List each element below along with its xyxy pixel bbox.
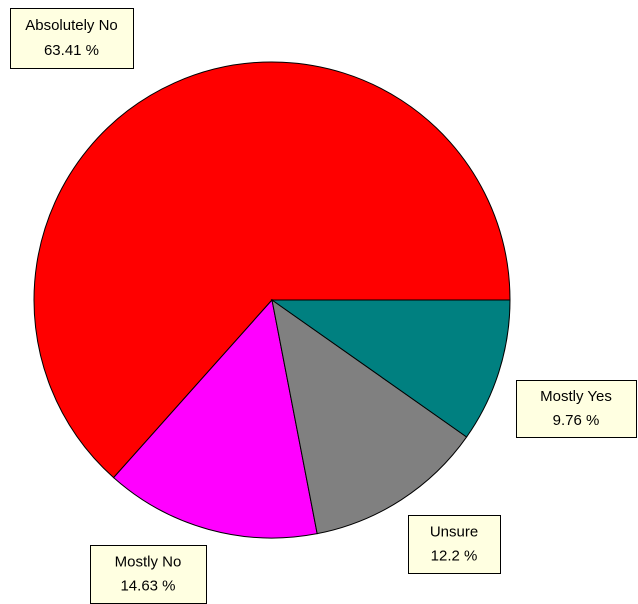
- label-box: [90, 545, 207, 604]
- pie-slice: [270, 299, 511, 438]
- value-label: 63.41 %: [44, 42, 99, 59]
- value-label: 12.2 %: [431, 548, 478, 565]
- label-box: [10, 8, 134, 69]
- label-box: [408, 515, 501, 574]
- value-label: 9.76 %: [553, 412, 600, 429]
- slice-label: Unsure: [430, 523, 478, 540]
- value-label: 14.63 %: [120, 578, 175, 595]
- label-box: [516, 380, 637, 438]
- slice-label: Mostly No: [115, 553, 182, 570]
- slice-label: Absolutely No: [25, 17, 118, 34]
- pie-slice: [271, 298, 468, 535]
- slice-label: Mostly Yes: [540, 388, 612, 405]
- pie-slice: [33, 61, 511, 479]
- pie-slice: [112, 298, 318, 539]
